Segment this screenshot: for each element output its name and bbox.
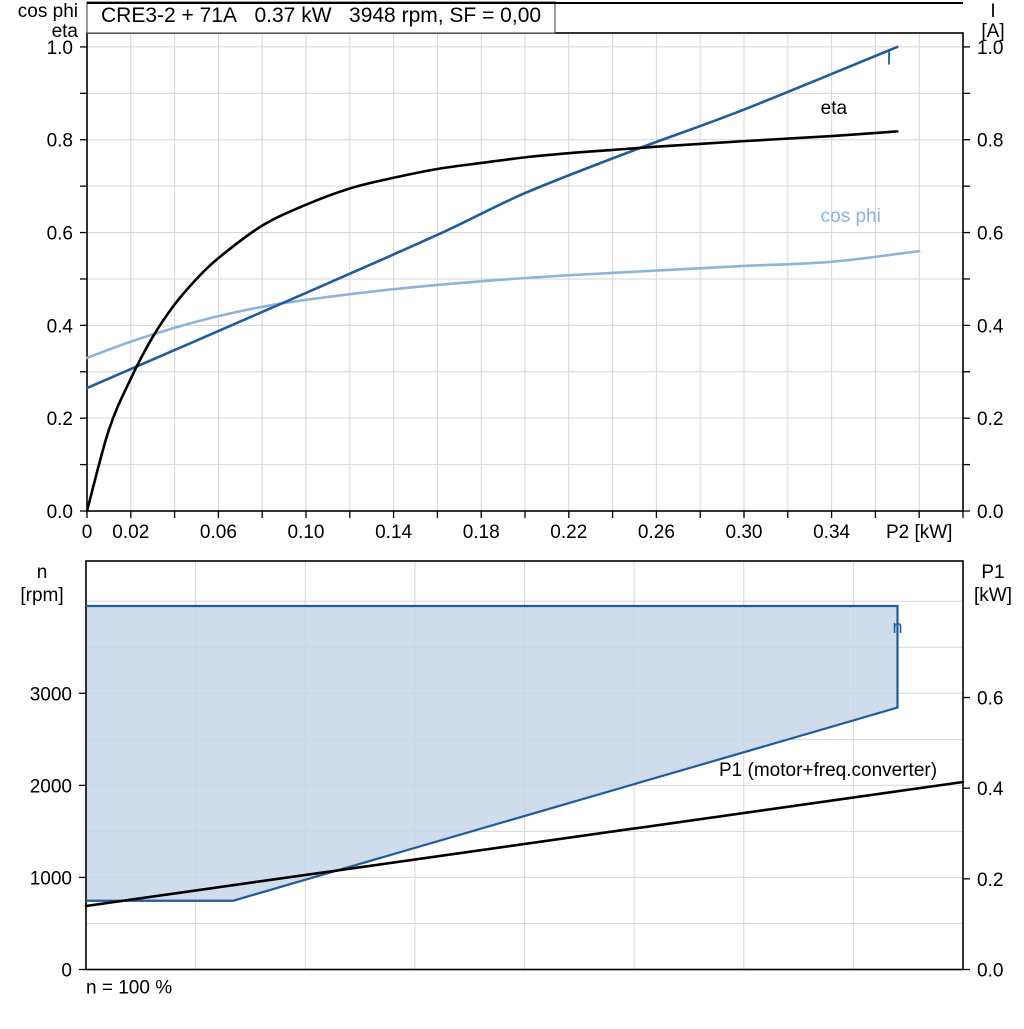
svg-text:0.14: 0.14 — [375, 522, 412, 543]
svg-text:eta: eta — [52, 21, 79, 42]
svg-text:0.4: 0.4 — [977, 316, 1004, 337]
svg-text:0.18: 0.18 — [463, 522, 500, 543]
svg-text:P1: P1 — [981, 562, 1004, 583]
svg-text:0.34: 0.34 — [813, 522, 850, 543]
svg-text:0.6: 0.6 — [977, 224, 1003, 245]
svg-text:0.10: 0.10 — [288, 522, 325, 543]
svg-text:3000: 3000 — [30, 684, 72, 705]
svg-text:I: I — [990, 1, 995, 22]
svg-text:0.22: 0.22 — [550, 522, 587, 543]
svg-text:0.30: 0.30 — [726, 522, 763, 543]
svg-text:0.0: 0.0 — [977, 961, 1003, 982]
svg-text:[rpm]: [rpm] — [20, 585, 63, 606]
svg-text:2000: 2000 — [30, 776, 72, 797]
svg-text:0.2: 0.2 — [977, 870, 1003, 891]
svg-text:I: I — [886, 49, 891, 70]
svg-text:0.6: 0.6 — [47, 224, 73, 245]
svg-text:n = 100 %: n = 100 % — [86, 978, 172, 999]
svg-text:[kW]: [kW] — [974, 585, 1012, 606]
svg-text:0.4: 0.4 — [977, 779, 1004, 800]
svg-text:0.8: 0.8 — [977, 131, 1003, 152]
svg-text:n: n — [37, 562, 48, 583]
svg-text:0.02: 0.02 — [112, 522, 149, 543]
svg-text:0.2: 0.2 — [47, 409, 73, 430]
svg-text:P2 [kW]: P2 [kW] — [886, 522, 953, 543]
svg-text:0: 0 — [61, 961, 72, 982]
svg-text:0.8: 0.8 — [47, 131, 73, 152]
svg-text:0.6: 0.6 — [977, 689, 1003, 710]
svg-text:0.0: 0.0 — [47, 502, 73, 523]
svg-text:0.26: 0.26 — [638, 522, 675, 543]
svg-text:P1 (motor+freq.converter): P1 (motor+freq.converter) — [719, 760, 937, 781]
svg-text:1000: 1000 — [30, 868, 72, 889]
svg-text:0.2: 0.2 — [977, 409, 1003, 430]
svg-text:0.0: 0.0 — [977, 502, 1003, 523]
svg-text:cos phi: cos phi — [821, 206, 881, 227]
svg-text:0: 0 — [82, 522, 93, 543]
svg-text:0.06: 0.06 — [200, 522, 237, 543]
svg-text:[A]: [A] — [981, 21, 1004, 42]
svg-text:n: n — [892, 617, 902, 637]
svg-text:0.4: 0.4 — [47, 316, 74, 337]
svg-text:eta: eta — [821, 98, 848, 119]
svg-text:cos phi: cos phi — [18, 1, 78, 22]
svg-text:CRE3-2 + 71A 0.37 kW 3948: CRE3-2 + 71A 0.37 kW 3948 rpm, SF = 0,00 — [101, 4, 541, 27]
